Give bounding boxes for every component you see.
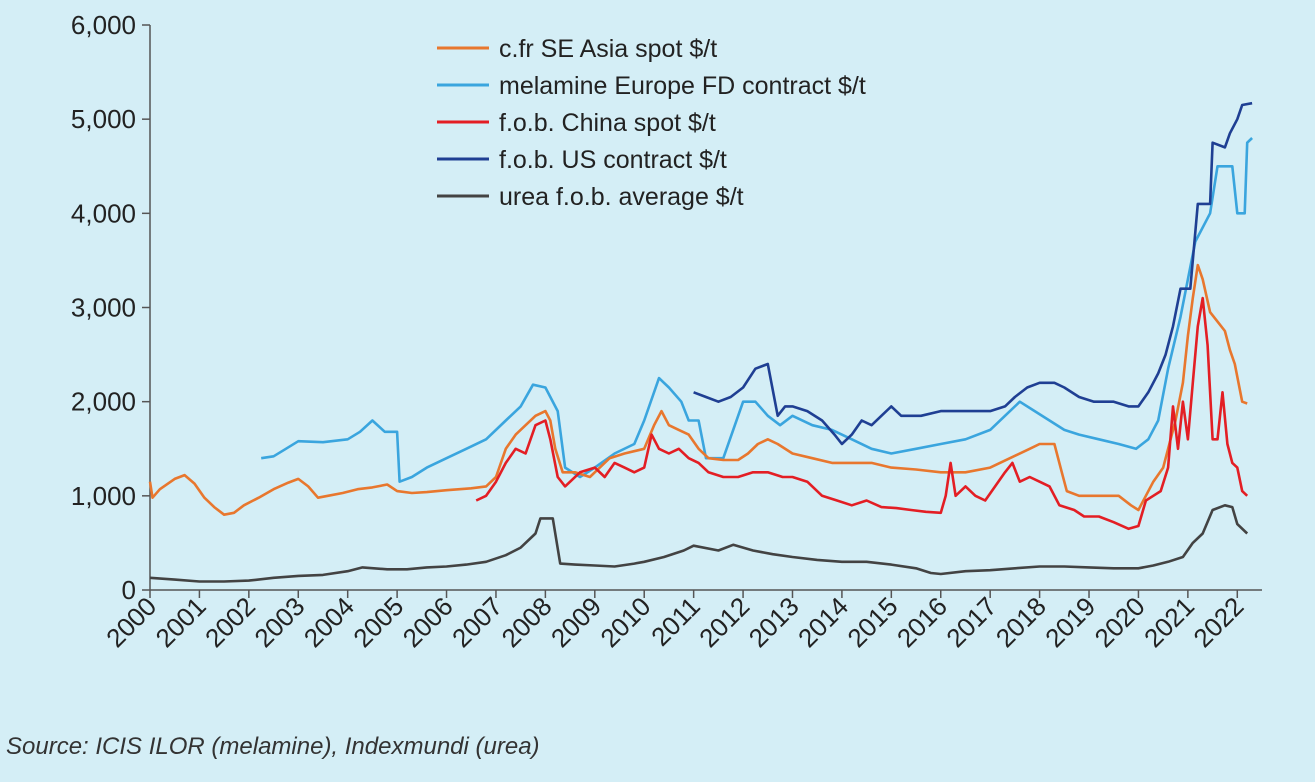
x-tick-label: 2016 (891, 591, 953, 653)
series-line-1 (261, 137, 1253, 483)
series-line-4 (149, 504, 1249, 583)
y-tick-label: 4,000 (71, 198, 136, 228)
x-tick-label: 2010 (594, 591, 656, 653)
x-axis: 2000200120022003200420052006200720082009… (100, 589, 1262, 653)
legend-label: urea f.o.b. average $/t (499, 183, 744, 211)
x-tick-label: 2004 (298, 591, 360, 653)
x-tick-label: 2003 (248, 591, 310, 653)
y-tick-label: 5,000 (71, 104, 136, 134)
x-tick-label: 2001 (150, 591, 212, 653)
series-line-3 (693, 101, 1253, 446)
x-tick-label: 2006 (397, 591, 459, 653)
y-tick-label: 6,000 (71, 10, 136, 40)
x-tick-label: 2009 (545, 591, 607, 653)
x-tick-label: 2022 (1187, 591, 1249, 653)
x-tick-label: 2002 (199, 591, 261, 653)
legend-label: f.o.b. US contract $/t (499, 146, 727, 174)
series-line-2 (475, 296, 1249, 531)
legend: c.fr SE Asia spot $/t melamine Europe FD … (437, 35, 866, 211)
series-line-0 (148, 263, 1248, 516)
x-tick-label: 2020 (1089, 591, 1151, 653)
x-tick-label: 2015 (841, 591, 903, 653)
legend-label: c.fr SE Asia spot $/t (499, 35, 717, 63)
x-tick-label: 2011 (645, 591, 706, 652)
x-tick-label: 2000 (100, 591, 162, 653)
y-axis: 0 1,000 2,000 3,000 4,000 5,000 6,000 (71, 10, 151, 605)
x-tick-label: 2021 (1138, 591, 1200, 653)
series-layer (148, 101, 1253, 583)
legend-label: melamine Europe FD contract $/t (499, 72, 866, 100)
x-tick-label: 2019 (1039, 591, 1101, 653)
x-tick-label: 2017 (940, 591, 1002, 653)
x-tick-label: 2005 (347, 591, 409, 653)
y-tick-label: 1,000 (71, 481, 136, 511)
x-tick-label: 2012 (693, 591, 755, 653)
x-tick-label: 2014 (792, 591, 854, 653)
source-note: Source: ICIS ILOR (melamine), Indexmundi… (6, 733, 540, 760)
y-tick-label: 0 (122, 575, 136, 605)
x-tick-label: 2007 (446, 591, 508, 653)
x-tick-label: 2018 (990, 591, 1052, 653)
x-tick-label: 2008 (496, 591, 558, 653)
y-tick-label: 3,000 (71, 293, 136, 323)
y-tick-label: 2,000 (71, 387, 136, 417)
legend-label: f.o.b. China spot $/t (499, 109, 716, 137)
x-tick-label: 2013 (743, 591, 805, 653)
